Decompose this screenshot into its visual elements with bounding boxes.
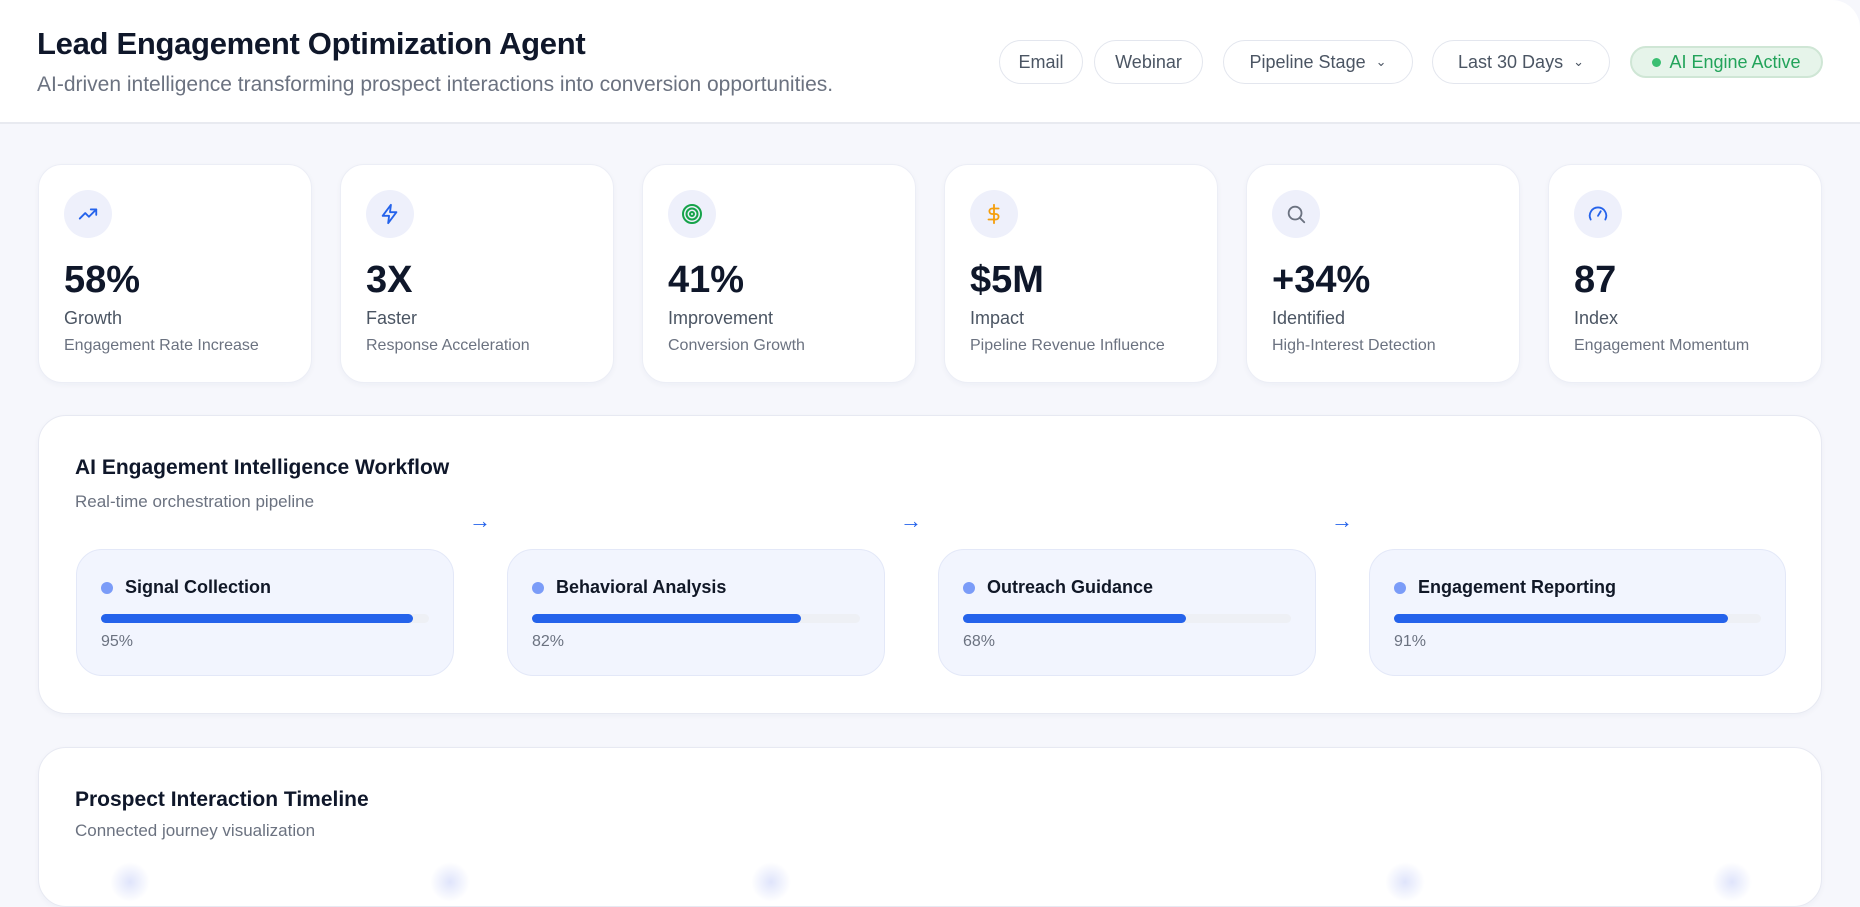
step-progress-text: 82% bbox=[532, 633, 565, 650]
workflow-step[interactable]: Outreach Guidance 68% bbox=[938, 549, 1316, 676]
kpi-label: Improvement bbox=[668, 308, 774, 328]
workflow-step[interactable]: Behavioral Analysis 82% bbox=[507, 549, 885, 676]
step-label: Signal Collection bbox=[125, 577, 272, 597]
arrow-right-icon: → bbox=[469, 508, 491, 533]
step-progress-bar bbox=[101, 614, 429, 623]
kpi-label: Index bbox=[1574, 308, 1619, 328]
kpi-card: 3X Faster Response Acceleration bbox=[340, 164, 614, 383]
kpi-card: 58% Growth Engagement Rate Increase bbox=[38, 164, 312, 383]
kpi-card: $5M Impact Pipeline Revenue Influence bbox=[944, 164, 1218, 383]
kpi-sublabel: Engagement Rate Increase bbox=[64, 337, 259, 354]
kpi-sublabel: Response Acceleration bbox=[366, 337, 530, 354]
page-title: Lead Engagement Optimization Agent bbox=[37, 26, 586, 61]
timeline-subtitle: Connected journey visualization bbox=[75, 821, 316, 840]
search-icon bbox=[1272, 190, 1320, 238]
step-progress-bar bbox=[1394, 614, 1761, 623]
dollar-icon bbox=[970, 190, 1018, 238]
kpi-label: Growth bbox=[64, 308, 123, 328]
step-progress-text: 91% bbox=[1394, 633, 1427, 650]
workflow-title: AI Engagement Intelligence Workflow bbox=[75, 456, 450, 479]
timeline-node bbox=[1712, 862, 1752, 902]
gauge-icon bbox=[1574, 190, 1622, 238]
workflow-step[interactable]: Signal Collection 95% bbox=[76, 549, 454, 676]
status-dot-icon bbox=[1652, 57, 1662, 67]
webinar-filter-button[interactable]: Webinar bbox=[1094, 40, 1203, 84]
step-label: Behavioral Analysis bbox=[556, 577, 727, 597]
kpi-value: +34% bbox=[1272, 259, 1371, 301]
kpi-sublabel: Pipeline Revenue Influence bbox=[970, 337, 1165, 354]
timeline-node bbox=[1385, 862, 1425, 902]
kpi-label: Identified bbox=[1272, 308, 1346, 328]
webinar-filter-label: Webinar bbox=[1115, 51, 1182, 72]
kpi-sublabel: Conversion Growth bbox=[668, 337, 805, 354]
arrow-right-icon: → bbox=[1331, 508, 1353, 533]
arrow-right-icon: → bbox=[900, 508, 922, 533]
kpi-value: 41% bbox=[668, 259, 745, 301]
workflow-step[interactable]: Engagement Reporting 91% bbox=[1369, 549, 1786, 676]
kpi-value: 3X bbox=[366, 259, 413, 301]
date-range-label: Last 30 Days bbox=[1458, 51, 1564, 72]
step-progress-bar bbox=[532, 614, 860, 623]
step-progress-fill bbox=[532, 614, 801, 623]
step-progress-fill bbox=[963, 614, 1187, 623]
date-range-dropdown[interactable]: Last 30 Days ⌄ bbox=[1432, 40, 1610, 84]
email-filter-button[interactable]: Email bbox=[999, 40, 1083, 84]
kpi-card: 41% Improvement Conversion Growth bbox=[642, 164, 916, 383]
kpi-card: 87 Index Engagement Momentum bbox=[1548, 164, 1822, 383]
step-dot-icon bbox=[1394, 582, 1406, 594]
page-subtitle: AI-driven intelligence transforming pros… bbox=[37, 73, 834, 96]
step-dot-icon bbox=[101, 582, 113, 594]
step-progress-text: 95% bbox=[101, 633, 134, 650]
kpi-value: 87 bbox=[1574, 259, 1617, 301]
timeline-panel: Prospect Interaction Timeline Connected … bbox=[38, 747, 1822, 907]
page-header: Lead Engagement Optimization Agent AI-dr… bbox=[0, 0, 1860, 124]
workflow-panel: AI Engagement Intelligence Workflow Real… bbox=[38, 415, 1822, 714]
status-text: AI Engine Active bbox=[1669, 51, 1801, 72]
step-dot-icon bbox=[532, 582, 544, 594]
kpi-label: Faster bbox=[366, 308, 418, 328]
kpi-card: +34% Identified High-Interest Detection bbox=[1246, 164, 1520, 383]
workflow-subtitle: Real-time orchestration pipeline bbox=[75, 492, 315, 511]
step-progress-text: 68% bbox=[963, 633, 996, 650]
step-progress-bar bbox=[963, 614, 1291, 623]
timeline-node bbox=[751, 862, 791, 902]
chevron-down-icon: ⌄ bbox=[1375, 54, 1387, 69]
pipeline-stage-label: Pipeline Stage bbox=[1249, 51, 1366, 72]
step-progress-fill bbox=[101, 614, 413, 623]
step-label: Outreach Guidance bbox=[987, 577, 1154, 597]
step-progress-fill bbox=[1394, 614, 1728, 623]
pipeline-stage-dropdown[interactable]: Pipeline Stage ⌄ bbox=[1223, 40, 1413, 84]
step-label: Engagement Reporting bbox=[1418, 577, 1617, 597]
trending-up-icon bbox=[64, 190, 112, 238]
kpi-label: Impact bbox=[970, 308, 1025, 328]
zap-icon bbox=[366, 190, 414, 238]
chevron-down-icon: ⌄ bbox=[1573, 54, 1584, 69]
kpi-sublabel: Engagement Momentum bbox=[1574, 337, 1750, 354]
kpi-sublabel: High-Interest Detection bbox=[1272, 337, 1436, 354]
step-dot-icon bbox=[963, 582, 975, 594]
kpi-value: 58% bbox=[64, 259, 141, 301]
timeline-node bbox=[430, 862, 470, 902]
timeline-node bbox=[110, 862, 150, 902]
kpi-value: $5M bbox=[970, 259, 1044, 301]
timeline-title: Prospect Interaction Timeline bbox=[75, 788, 369, 811]
email-filter-label: Email bbox=[1018, 51, 1064, 72]
status-badge: AI Engine Active bbox=[1630, 46, 1823, 78]
target-icon bbox=[668, 190, 716, 238]
